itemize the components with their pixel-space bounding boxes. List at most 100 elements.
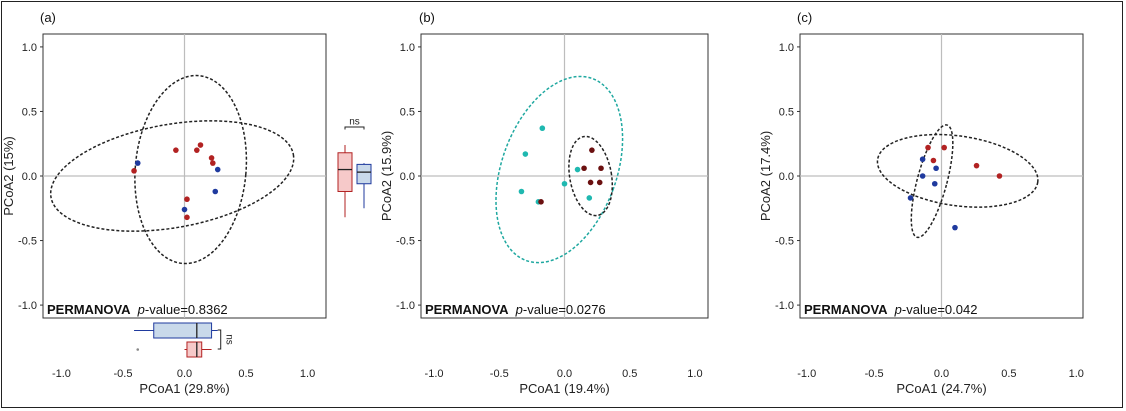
ns-label: ns: [224, 334, 235, 345]
x-tick-label: -1.0: [52, 368, 71, 380]
x-tick-label: 1.0: [687, 368, 702, 380]
data-point: [538, 199, 544, 205]
data-point: [210, 160, 216, 166]
confidence-ellipse: [134, 74, 248, 265]
data-point: [581, 165, 587, 172]
ns-bracket: [217, 329, 222, 350]
data-point: [518, 188, 525, 195]
x-tick-label: -1.0: [797, 368, 816, 380]
confidence-ellipse: [495, 75, 624, 264]
ns-label: ns: [349, 116, 360, 127]
data-point: [933, 165, 939, 172]
data-point: [952, 224, 958, 231]
panel-label: (c): [797, 10, 812, 25]
data-point: [208, 155, 215, 161]
y-tick-label: 0.0: [400, 171, 415, 183]
data-point: [131, 168, 137, 174]
y-tick-label: -0.5: [18, 236, 37, 248]
x-tick-label: -1.0: [425, 368, 444, 380]
pvalue-value: -value=0.8362: [145, 302, 228, 317]
y-tick-label: -1.0: [18, 300, 37, 312]
y-tick-label: 0.5: [779, 106, 794, 118]
box-outlier: [136, 348, 140, 351]
data-point: [522, 151, 529, 157]
panel-2: (b) -1.0 -0.5 0.0 0.5 1.0 -1.0 -0.5 0.0 0.5 1.0 PCo…: [379, 10, 709, 396]
x-tick-label: 1.0: [300, 368, 315, 380]
y-tick-label: 1.0: [779, 42, 794, 54]
data-point: [925, 144, 931, 151]
data-point: [996, 173, 1003, 179]
y-tick-label: 1.0: [400, 42, 415, 54]
y-tick-label: -1.0: [775, 300, 794, 312]
box-body: [186, 341, 203, 358]
panel-label: (b): [419, 10, 435, 25]
confidence-ellipse: [910, 124, 954, 239]
data-point: [598, 165, 604, 172]
permanova-annotation: PERMANOVA p-value=0.8362: [47, 302, 228, 317]
data-point: [194, 147, 200, 153]
data-point: [197, 142, 204, 148]
y-axis-label: PCoA2 (15.9%): [379, 131, 394, 221]
permanova-label: PERMANOVA: [804, 302, 891, 317]
y-tick-label: 0.5: [22, 106, 37, 118]
data-point: [214, 166, 221, 173]
panel-3: (c) -1.0 -0.5 0.0 0.5 1.0 -1.0 -0.5 0.0 0.5 1.0 PCo…: [758, 10, 1084, 396]
pvalue-prefix: p: [515, 302, 523, 317]
y-tick-label: -1.0: [396, 300, 415, 312]
data-point: [941, 144, 947, 151]
x-tick-label: 0.5: [622, 368, 637, 380]
box-body: [153, 322, 213, 339]
confidence-ellipse: [49, 120, 295, 232]
x-tick-label: 0.0: [177, 368, 192, 380]
data-point: [574, 166, 581, 173]
data-point: [931, 180, 938, 187]
data-point: [930, 157, 937, 164]
data-point: [561, 180, 568, 187]
data-point: [973, 162, 980, 169]
data-point: [589, 147, 595, 153]
y-tick-label: -0.5: [396, 236, 415, 248]
box-body: [337, 152, 353, 192]
data-point: [907, 195, 914, 201]
x-tick-label: 0.5: [1001, 368, 1016, 380]
panel-label: (a): [40, 10, 56, 25]
data-point: [919, 156, 926, 163]
y-tick-label: 0.5: [400, 106, 415, 118]
panel-1: (a) -1.0 -0.5 0.0 0.5 1.0 -1.0 -0.5 0.0 0.5 1.0 PCo…: [1, 10, 372, 396]
x-tick-label: 1.0: [1069, 368, 1084, 380]
data-point: [173, 147, 179, 153]
data-point: [539, 125, 546, 132]
permanova-label: PERMANOVA: [425, 302, 512, 317]
y-tick-label: 1.0: [22, 42, 37, 54]
permanova-annotation: PERMANOVA p-value=0.042: [804, 302, 977, 317]
x-tick-label: -0.5: [113, 368, 132, 380]
data-point: [134, 160, 141, 166]
confidence-ellipse: [568, 135, 614, 217]
permanova-annotation: PERMANOVA p-value=0.0276: [425, 302, 606, 317]
pvalue-value: -value=0.042: [902, 302, 978, 317]
data-point: [596, 179, 603, 186]
data-point: [586, 195, 593, 201]
permanova-label: PERMANOVA: [47, 302, 134, 317]
y-axis-label: PCoA2 (15%): [1, 136, 16, 215]
pvalue-prefix: p: [894, 302, 902, 317]
y-tick-label: 0.0: [22, 171, 37, 183]
pvalue-prefix: p: [137, 302, 145, 317]
x-tick-label: -0.5: [490, 368, 509, 380]
data-point: [212, 188, 219, 195]
x-tick-label: -0.5: [865, 368, 884, 380]
data-point: [587, 179, 594, 186]
x-axis-label: PCoA1 (29.8%): [139, 381, 229, 396]
confidence-ellipse: [876, 133, 1039, 208]
data-point: [181, 206, 188, 213]
x-axis-label: PCoA1 (19.4%): [519, 381, 609, 396]
data-point: [184, 214, 190, 221]
data-point: [184, 196, 190, 203]
data-point: [919, 173, 926, 179]
x-axis-label: PCoA1 (24.7%): [896, 381, 986, 396]
y-axis-label: PCoA2 (17.4%): [758, 131, 773, 221]
x-tick-label: 0.5: [238, 368, 253, 380]
box-body: [356, 163, 372, 185]
